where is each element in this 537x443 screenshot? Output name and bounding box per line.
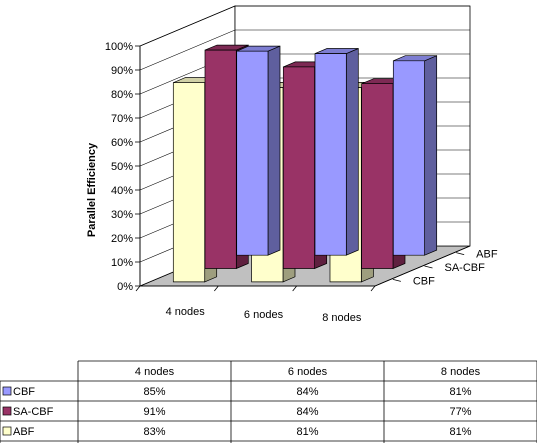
depth-tick-mark bbox=[456, 252, 465, 256]
bar-cbf-2 bbox=[314, 47, 359, 256]
table-value-cell: 77% bbox=[449, 406, 471, 418]
table-value-cell: 91% bbox=[143, 406, 165, 418]
x-tick-mark bbox=[292, 285, 297, 292]
table-value-cell: 84% bbox=[296, 406, 318, 418]
bar-cbf-3 bbox=[392, 55, 438, 256]
gridline bbox=[139, 29, 470, 71]
depth-label: ABF bbox=[476, 249, 498, 261]
depth-tick-mark bbox=[392, 278, 401, 282]
legend-key bbox=[2, 386, 12, 396]
x-category-label: 6 nodes bbox=[244, 309, 284, 321]
y-tick-label: 40% bbox=[111, 185, 133, 197]
legend-series-name: ABF bbox=[13, 426, 35, 438]
y-axis-title: Parallel Efficiency bbox=[86, 142, 98, 237]
y-tick-label: 0% bbox=[117, 281, 133, 293]
x-tick-mark bbox=[135, 285, 141, 292]
data-table: 4 nodes 6 nodes 8 nodes CBF 85% 84% 81% SA-CBF 9… bbox=[0, 360, 537, 443]
bar-cbf-1 bbox=[236, 45, 281, 256]
y-tick-label: 90% bbox=[111, 65, 133, 77]
chart-bars bbox=[172, 44, 438, 283]
table-header-cell: 6 nodes bbox=[288, 366, 328, 378]
y-tick-label: 30% bbox=[111, 209, 133, 221]
table-value-cell: 83% bbox=[143, 426, 165, 438]
table-value-cell: 85% bbox=[143, 386, 165, 398]
x-category-label: 8 nodes bbox=[322, 312, 362, 324]
depth-label: SA-CBF bbox=[445, 262, 486, 274]
legend-key bbox=[2, 406, 12, 416]
depth-axis-line bbox=[374, 245, 471, 287]
y-tick-label: 20% bbox=[111, 233, 133, 245]
y-axis-ticks: 0% 10% 20% 30% 40% 50% 60% 70% 80% 90% 100% bbox=[105, 41, 141, 293]
table-value-cell: 84% bbox=[296, 386, 318, 398]
legend-series-name: SA-CBF bbox=[13, 406, 54, 418]
x-axis-categories: 4 nodes 6 nodes 8 nodes bbox=[135, 285, 376, 324]
legend-key bbox=[2, 426, 12, 436]
legend-series-name: CBF bbox=[13, 386, 35, 398]
table-header-cell: 8 nodes bbox=[441, 366, 481, 378]
table-value-cell: 81% bbox=[449, 386, 471, 398]
gridline bbox=[139, 5, 470, 47]
x-tick-mark bbox=[214, 285, 219, 292]
table-value-cell: 81% bbox=[449, 426, 471, 438]
depth-label: CBF bbox=[413, 275, 435, 287]
y-tick-label: 100% bbox=[105, 41, 133, 53]
y-tick-label: 60% bbox=[111, 137, 133, 149]
table-header-cell: 4 nodes bbox=[135, 366, 175, 378]
y-tick-label: 80% bbox=[111, 89, 133, 101]
x-tick-mark bbox=[370, 285, 376, 292]
y-tick-label: 10% bbox=[111, 257, 133, 269]
table-value-cell: 81% bbox=[296, 426, 318, 438]
depth-tick-mark bbox=[424, 265, 433, 269]
x-category-label: 4 nodes bbox=[166, 306, 206, 318]
y-tick-label: 70% bbox=[111, 113, 133, 125]
y-tick-label: 50% bbox=[111, 161, 133, 173]
